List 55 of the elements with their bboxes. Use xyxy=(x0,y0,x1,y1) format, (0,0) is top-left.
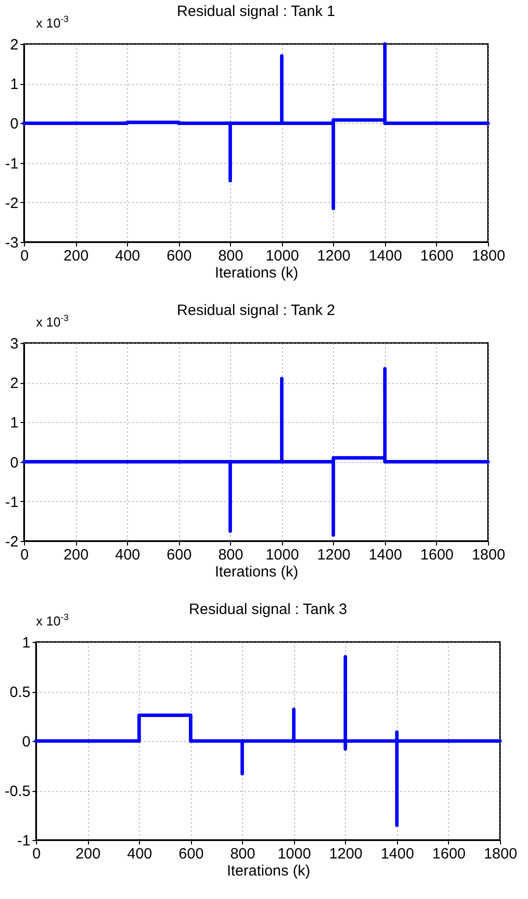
y-tick-label: -3 xyxy=(5,234,18,252)
y-tick-label: 3 xyxy=(10,336,18,352)
text: x 10$^{-3}$ xyxy=(36,313,69,330)
x-axis-title: Iterations (k) xyxy=(214,264,298,282)
x-tick-label: 1000 xyxy=(266,546,299,564)
y-tick-label: -2 xyxy=(5,534,18,550)
y-tick-label: 0 xyxy=(22,734,30,750)
x-tick-label: 1000 xyxy=(278,846,311,862)
chart-title: Residual signal : Tank 3 xyxy=(188,601,348,618)
x-tick-label: 1600 xyxy=(432,846,466,862)
x-tick-label: 600 xyxy=(166,546,192,564)
x-tick-label: 1400 xyxy=(368,248,402,264)
y-tick-label: 0 xyxy=(10,116,18,133)
x-tick-label: 200 xyxy=(64,248,89,264)
y-tick-label: 1 xyxy=(10,76,18,94)
text: x 10$^{-3}$ xyxy=(36,612,69,628)
x-tick-label: 1200 xyxy=(329,846,363,862)
text: x 10$^{-3}$ xyxy=(36,14,69,30)
x-tick-label: 1800 xyxy=(472,546,506,564)
x-axis-title: Iterations (k) xyxy=(226,862,310,880)
x-tick-label: 1200 xyxy=(317,546,351,564)
x-tick-label: 1600 xyxy=(420,546,454,564)
x-tick-label: 800 xyxy=(230,846,256,862)
x-tick-label: 400 xyxy=(127,846,152,862)
line-series xyxy=(34,655,502,827)
y-tick-label: -0.5 xyxy=(4,783,30,800)
x-tick-label: 800 xyxy=(218,546,244,564)
y-tick-label: 2 xyxy=(10,375,18,392)
y-tick-label: 1 xyxy=(22,634,30,652)
y-tick-label: 1 xyxy=(10,414,18,432)
x-tick-label: 600 xyxy=(178,846,204,862)
x-tick-label: 200 xyxy=(76,846,101,862)
y-tick-label: -1 xyxy=(5,494,18,511)
x-tick-label: 1800 xyxy=(484,846,518,862)
x-tick-label: 1200 xyxy=(317,248,351,264)
x-tick-label: 1600 xyxy=(420,248,454,264)
x-tick-label: 1400 xyxy=(368,546,402,564)
x-tick-label: 800 xyxy=(218,248,244,264)
x-tick-label: 600 xyxy=(166,248,192,264)
y-tick-label: 0.5 xyxy=(10,684,30,701)
y-tick-label: 0 xyxy=(10,454,18,472)
y-tick-label: -2 xyxy=(5,194,18,212)
chart-title: Residual signal : Tank 1 xyxy=(176,3,336,20)
x-tick-label: 400 xyxy=(115,248,140,264)
x-axis-title: Iterations (k) xyxy=(214,564,298,580)
y-tick-label: 2 xyxy=(10,36,18,54)
y-tick-label: -1 xyxy=(17,832,30,850)
x-tick-label: 1000 xyxy=(266,248,299,264)
x-tick-label: 1400 xyxy=(380,846,414,862)
x-tick-label: 200 xyxy=(64,546,89,564)
y-tick-label: -1 xyxy=(5,155,18,172)
x-tick-label: 1800 xyxy=(472,248,506,264)
x-tick-label: 400 xyxy=(115,546,140,564)
chart-title: Residual signal : Tank 2 xyxy=(176,302,336,319)
line-series xyxy=(22,366,490,537)
